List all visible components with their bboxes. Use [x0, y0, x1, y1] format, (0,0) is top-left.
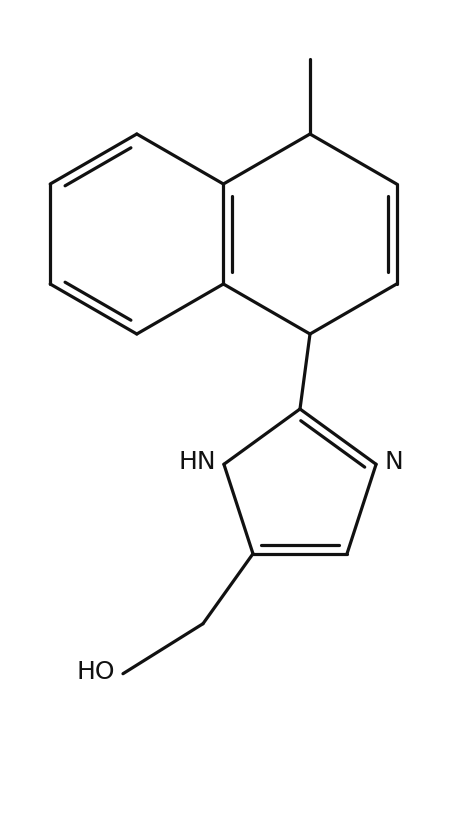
Text: HO: HO: [76, 659, 115, 684]
Text: HN: HN: [178, 450, 215, 475]
Text: N: N: [383, 450, 402, 475]
